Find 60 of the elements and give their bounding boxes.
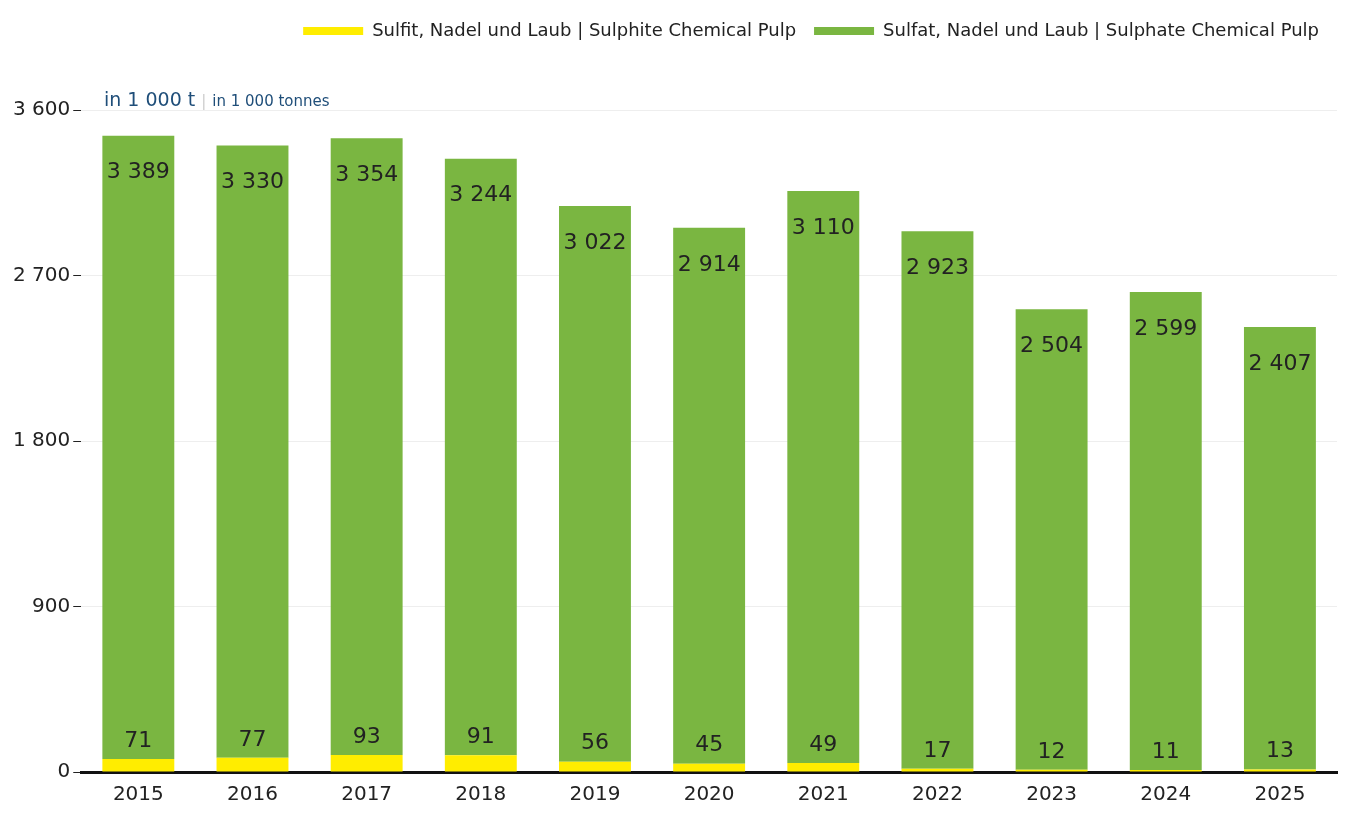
- bar: [444, 158, 517, 756]
- bar: [102, 135, 175, 759]
- x-tick-label: 2023: [1026, 781, 1078, 806]
- bar: [559, 761, 631, 772]
- y-tick-label: 0: [57, 758, 71, 783]
- x-tick-label: 2018: [455, 781, 507, 806]
- data-label: 3 022: [563, 228, 627, 254]
- x-tick-label: 2015: [112, 781, 164, 806]
- data-label: 2 923: [905, 254, 969, 280]
- x-tick-label: 2025: [1254, 781, 1306, 806]
- data-label: 49: [809, 730, 838, 756]
- data-label: 91: [466, 722, 495, 748]
- data-label: 3 244: [449, 181, 513, 207]
- bar: [444, 755, 517, 772]
- x-tick-label: 2019: [569, 781, 621, 806]
- data-label: 13: [1265, 737, 1294, 763]
- data-label: 56: [580, 729, 609, 755]
- legend-label: Sulfat, Nadel und Laub | Sulphate Chemical Pulp: [883, 18, 1320, 40]
- y-tick-label: 900: [32, 592, 71, 617]
- bar: [787, 762, 860, 772]
- legend-label: Sulfit, Nadel und Laub | Sulphite Chemical Pulp: [372, 18, 797, 40]
- data-label: 2 914: [677, 250, 741, 276]
- data-label: 3 110: [791, 213, 855, 239]
- data-label: 3 330: [221, 168, 284, 194]
- bar: [1243, 326, 1316, 770]
- bar: [559, 205, 631, 762]
- bar: [1015, 309, 1088, 770]
- bar: [673, 227, 746, 764]
- x-tick-label: 2017: [341, 781, 393, 806]
- bar: [1129, 292, 1202, 770]
- y-axis-title: in 1 000 t | in 1 000 tonnes: [104, 88, 330, 110]
- bar: [330, 754, 403, 772]
- data-label: 77: [238, 725, 267, 751]
- data-label: 3 354: [335, 160, 399, 186]
- bar: [102, 758, 175, 772]
- data-label: 3 389: [106, 158, 170, 184]
- x-tick-label: 2020: [683, 781, 735, 806]
- data-label: 2 599: [1134, 314, 1198, 340]
- data-label: 11: [1151, 737, 1180, 763]
- bar: [216, 145, 289, 758]
- bar: [216, 757, 289, 772]
- data-label: 12: [1037, 737, 1066, 763]
- y-tick-label: 1 800: [12, 427, 71, 452]
- bar: [901, 768, 974, 772]
- bar: [673, 763, 746, 772]
- x-tick-label: 2016: [227, 781, 278, 806]
- bar: [330, 138, 403, 755]
- y-tick-label: 3 600: [12, 96, 71, 121]
- data-label: 71: [124, 726, 153, 752]
- x-tick-label: 2022: [911, 781, 963, 806]
- y-tick-label: 2 700: [12, 261, 71, 286]
- data-label: 93: [352, 722, 381, 748]
- data-label: 2 504: [1020, 332, 1084, 358]
- x-tick-label: 2024: [1140, 781, 1192, 806]
- x-tick-label: 2021: [797, 781, 849, 806]
- data-label: 17: [923, 736, 952, 762]
- data-label: 2 407: [1248, 349, 1312, 375]
- bar: [787, 191, 860, 763]
- data-label: 45: [695, 731, 724, 757]
- bar: [901, 231, 974, 769]
